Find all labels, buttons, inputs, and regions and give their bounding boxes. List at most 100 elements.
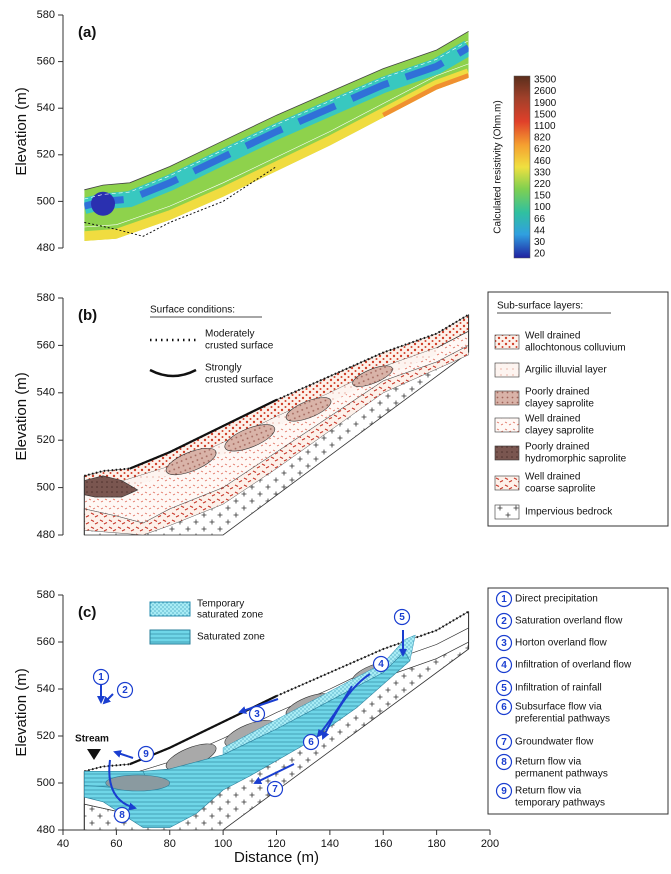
flow-number-circle — [495, 698, 513, 716]
label: Groundwater flow — [515, 737, 594, 748]
flow-arrow — [113, 750, 134, 759]
label: 6 — [308, 737, 314, 748]
label: Well drained — [525, 414, 580, 425]
label: 180 — [427, 838, 445, 850]
flow-arrow — [316, 685, 353, 738]
label: Elevation (m) — [13, 372, 30, 460]
label: Sub-surface layers: — [497, 301, 583, 312]
label: Elevation (m) — [13, 668, 30, 756]
label: Elevation (m) — [13, 87, 30, 175]
label: 560 — [37, 339, 55, 351]
label: 200 — [481, 838, 499, 850]
label: Stream — [75, 734, 109, 745]
label: Return flow via — [515, 786, 582, 797]
label: 3500 — [534, 75, 557, 86]
label: Saturated zone — [197, 632, 265, 643]
legend-swatch — [494, 445, 520, 461]
label: 500 — [37, 777, 55, 789]
label: Surface conditions: — [150, 305, 235, 316]
flow-number-circle — [495, 733, 513, 751]
label: saturated zone — [197, 610, 264, 621]
label: 540 — [37, 102, 55, 114]
label: (c) — [78, 604, 96, 621]
label: Moderately — [205, 329, 254, 340]
flow-number-circle — [372, 655, 390, 673]
label: Strongly — [205, 363, 242, 374]
label: 8 — [501, 757, 507, 768]
flow-number-circle — [495, 679, 513, 697]
stream-marker — [87, 749, 101, 760]
label: 160 — [374, 838, 392, 850]
label: 620 — [534, 144, 551, 155]
hydromorphic-saprolite — [84, 475, 139, 498]
label: 40 — [57, 838, 69, 850]
label: Horton overland flow — [515, 638, 607, 649]
legend-swatch — [494, 475, 520, 491]
flow-number-circle — [495, 612, 513, 630]
resistivity-low — [91, 191, 116, 216]
label: 66 — [534, 214, 546, 225]
label: 9 — [143, 749, 149, 760]
label: 580 — [37, 589, 55, 601]
label: 100 — [214, 838, 232, 850]
moderate-crust — [84, 313, 470, 477]
flow-number-circle — [495, 753, 513, 771]
label: 7 — [501, 737, 507, 748]
label: Distance (m) — [234, 849, 319, 866]
label: 520 — [37, 434, 55, 446]
resistivity-band — [382, 73, 469, 118]
flow-number-circle — [495, 590, 513, 608]
label: 220 — [534, 179, 551, 190]
flow-arrow — [108, 759, 137, 811]
label: 560 — [37, 636, 55, 648]
label: 520 — [37, 730, 55, 742]
label: coarse saprolite — [525, 484, 596, 495]
label: 460 — [534, 156, 551, 167]
colorbar — [513, 75, 531, 259]
flow-number-circle — [113, 806, 131, 824]
label: 3 — [501, 638, 507, 649]
label: Calculated resistivity (Ohm.m) — [493, 100, 504, 233]
strong-crust — [129, 398, 277, 470]
label: Temporary — [197, 599, 244, 610]
legend-swatch — [494, 417, 520, 433]
clayey-saprolite — [165, 447, 217, 476]
clayey-saprolite — [224, 424, 276, 452]
label: Poorly drained — [525, 442, 589, 453]
flow-number-circle — [116, 681, 134, 699]
legend-swatch — [494, 504, 520, 520]
label: 5 — [501, 683, 507, 694]
label: 120 — [267, 838, 285, 850]
label: crusted surface — [205, 341, 274, 352]
flow-number-circle — [266, 780, 284, 798]
label: 80 — [164, 838, 176, 850]
label: 2600 — [534, 86, 557, 97]
label: 60 — [110, 838, 122, 850]
label: clayey saprolite — [525, 399, 594, 410]
label: 2 — [122, 685, 128, 696]
label: 30 — [534, 237, 546, 248]
label: 540 — [37, 683, 55, 695]
contour — [84, 63, 469, 228]
label: 9 — [501, 786, 507, 797]
flow-number-circle — [92, 668, 110, 686]
legend-swatch — [494, 334, 520, 350]
label: Saturation overland flow — [515, 616, 623, 627]
swatch-strong — [149, 368, 197, 378]
label: 3 — [254, 709, 260, 720]
label: 480 — [37, 824, 55, 836]
flow-number-circle — [495, 634, 513, 652]
label: 1 — [98, 672, 104, 683]
label: 7 — [272, 784, 278, 795]
label: 44 — [534, 225, 546, 236]
label: hydromorphic saprolite — [525, 454, 627, 465]
clayey-saprolite — [352, 365, 393, 387]
flow-number-circle — [495, 782, 513, 800]
label: (b) — [78, 307, 97, 324]
legend-swatch — [494, 390, 520, 406]
label: Impervious bedrock — [525, 507, 613, 518]
label: temporary pathways — [515, 798, 605, 809]
label: clayey saprolite — [525, 426, 594, 437]
